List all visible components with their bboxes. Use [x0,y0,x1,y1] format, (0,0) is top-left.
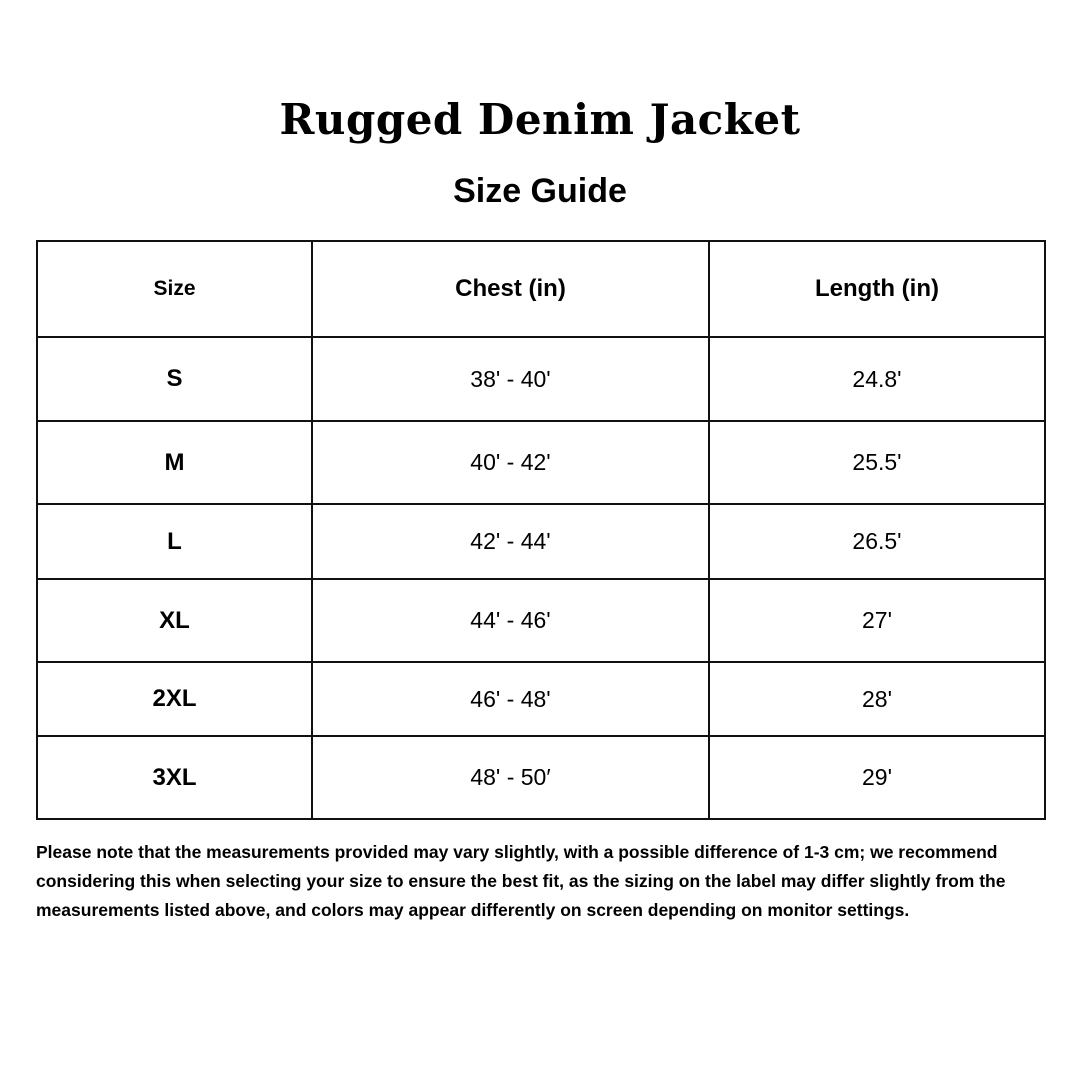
table-row: L 42' - 44' 26.5' [36,503,1046,580]
table-row: M 40' - 42' 25.5' [36,420,1046,505]
product-title: Rugged Denim Jacket [279,95,801,144]
table-row: 3XL 48' - 50′ 29' [36,735,1046,820]
table-row: XL 44' - 46' 27' [36,578,1046,663]
chest-cell: 46' - 48' [311,661,710,737]
length-cell: 25.5' [708,420,1046,505]
size-cell: M [36,420,313,505]
measurement-note: Please note that the measurements provid… [36,842,1006,920]
chest-cell: 44' - 46' [311,578,710,663]
table-row: 2XL 46' - 48' 28' [36,661,1046,737]
length-cell: 29' [708,735,1046,820]
length-cell: 28' [708,661,1046,737]
length-cell: 27' [708,578,1046,663]
length-cell: 24.8' [708,336,1046,422]
chest-cell: 38' - 40' [311,336,710,422]
column-header-size: Size [36,240,313,338]
size-table: Size Chest (in) Length (in) S 38' - 40' … [36,240,1046,820]
column-header-chest: Chest (in) [311,240,710,338]
table-row: S 38' - 40' 24.8' [36,336,1046,422]
column-header-length: Length (in) [708,240,1046,338]
size-cell: S [36,336,313,422]
chest-cell: 40' - 42' [311,420,710,505]
page-subtitle: Size Guide [453,172,627,210]
chest-cell: 42' - 44' [311,503,710,580]
size-cell: 3XL [36,735,313,820]
chest-cell: 48' - 50′ [311,735,710,820]
size-cell: L [36,503,313,580]
size-cell: XL [36,578,313,663]
length-cell: 26.5' [708,503,1046,580]
table-header-row: Size Chest (in) Length (in) [36,240,1046,338]
size-cell: 2XL [36,661,313,737]
